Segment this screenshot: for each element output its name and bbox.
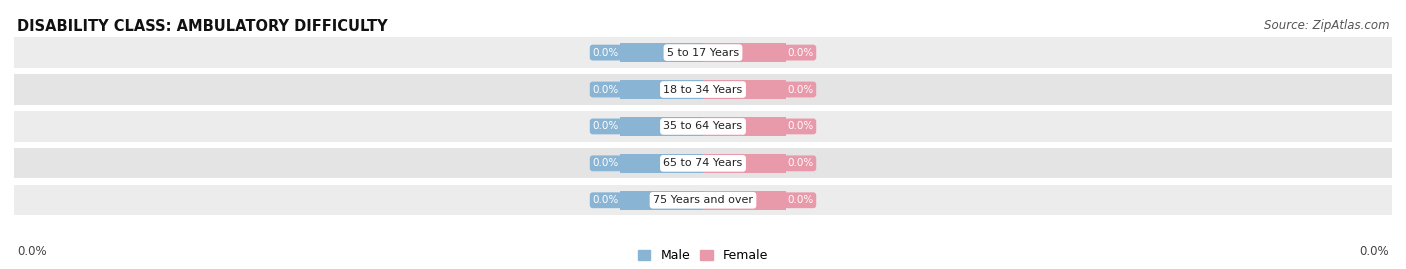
Text: DISABILITY CLASS: AMBULATORY DIFFICULTY: DISABILITY CLASS: AMBULATORY DIFFICULTY [17, 19, 388, 34]
Bar [620, 117, 703, 136]
Text: 35 to 64 Years: 35 to 64 Years [664, 121, 742, 132]
Text: 65 to 74 Years: 65 to 74 Years [664, 158, 742, 168]
Bar [620, 43, 703, 62]
Bar [703, 43, 786, 62]
Bar [703, 80, 786, 99]
Bar [14, 111, 1392, 141]
Bar [620, 154, 703, 173]
Text: 18 to 34 Years: 18 to 34 Years [664, 84, 742, 94]
Bar [14, 185, 1392, 215]
Text: 0.0%: 0.0% [787, 158, 813, 168]
Text: 0.0%: 0.0% [787, 84, 813, 94]
Text: 0.0%: 0.0% [787, 195, 813, 205]
Text: 0.0%: 0.0% [1360, 245, 1389, 258]
Text: 0.0%: 0.0% [593, 84, 619, 94]
Bar [14, 74, 1392, 105]
Bar [703, 117, 786, 136]
Text: 0.0%: 0.0% [17, 245, 46, 258]
Text: Source: ZipAtlas.com: Source: ZipAtlas.com [1264, 19, 1389, 32]
Text: 0.0%: 0.0% [593, 158, 619, 168]
Text: 0.0%: 0.0% [593, 121, 619, 132]
Text: 0.0%: 0.0% [593, 195, 619, 205]
Text: 5 to 17 Years: 5 to 17 Years [666, 48, 740, 58]
Bar [14, 37, 1392, 68]
Bar [620, 191, 703, 210]
Bar [14, 148, 1392, 179]
Bar [703, 154, 786, 173]
Text: 0.0%: 0.0% [787, 121, 813, 132]
Text: 0.0%: 0.0% [787, 48, 813, 58]
Legend: Male, Female: Male, Female [633, 244, 773, 267]
Text: 75 Years and over: 75 Years and over [652, 195, 754, 205]
Text: 0.0%: 0.0% [593, 48, 619, 58]
Bar [703, 191, 786, 210]
Bar [620, 80, 703, 99]
